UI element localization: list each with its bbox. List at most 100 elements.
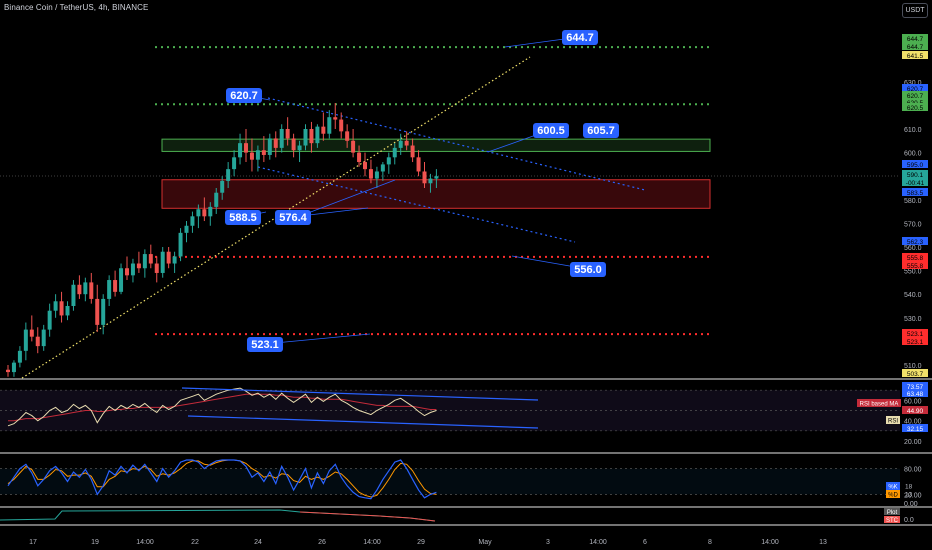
price-axis-tag-label: 641.5 — [907, 53, 924, 60]
rsi-ma-legend-tag — [857, 399, 901, 407]
price-tick-label: 600.0 — [904, 151, 922, 158]
candle-body — [47, 310, 52, 330]
price-axis-tag-label: 555.8 — [907, 263, 924, 270]
candle-body — [416, 157, 421, 172]
candle-body — [392, 147, 397, 158]
price-axis-tag — [902, 170, 928, 178]
time-tick-label: 14:00 — [589, 539, 607, 546]
candle-body — [333, 117, 338, 120]
price-axis-tag — [902, 98, 928, 106]
callout-badge[interactable] — [225, 210, 261, 225]
candle-body — [368, 169, 373, 179]
time-tick-label: 14:00 — [136, 539, 154, 546]
stc-legend-label: STC — [886, 518, 899, 524]
candle-body — [113, 280, 118, 292]
candle-body — [130, 263, 135, 276]
callout-badge[interactable] — [247, 337, 283, 352]
callout-label: 556.0 — [574, 264, 602, 276]
price-axis-tag — [902, 160, 928, 168]
candle-body — [95, 298, 100, 325]
candle-body — [238, 143, 243, 158]
candle-body — [125, 268, 129, 276]
candle-body — [17, 350, 22, 363]
candle-body — [249, 152, 254, 160]
candle-body — [303, 129, 308, 146]
candle-body — [255, 150, 260, 160]
candle-body — [29, 329, 34, 337]
price-axis-tag-label: 523.1 — [907, 339, 924, 346]
candle-body — [279, 129, 284, 148]
candle-body — [428, 178, 433, 184]
time-tick-label: 14:00 — [761, 539, 779, 546]
currency-button[interactable]: USDT — [902, 3, 928, 18]
rsi-trendline-upper — [181, 387, 539, 401]
callout-label: 588.5 — [229, 212, 257, 224]
rsi-value-tag — [902, 389, 928, 397]
time-tick-label: 26 — [318, 539, 326, 546]
candle-body — [273, 138, 278, 148]
candle-body — [59, 301, 64, 316]
candle-body — [196, 209, 201, 217]
price-tick-label: 550.0 — [904, 269, 922, 276]
candle-body — [380, 164, 385, 172]
candle-body — [291, 138, 296, 151]
stoch-k-value: 18 — [905, 484, 913, 491]
price-axis-tag-label: 583.5 — [907, 190, 924, 197]
candle-body — [404, 140, 409, 146]
time-tick-label: 22 — [191, 539, 199, 546]
candle-body — [327, 117, 332, 134]
price-tick-label: 580.0 — [904, 198, 922, 205]
stoch-d-legend-label: %D — [888, 493, 898, 499]
callout-label: 600.5 — [537, 125, 565, 137]
candle-body — [214, 192, 219, 207]
rsi-ma-legend-label: RSI based MA — [860, 402, 899, 408]
price-axis-tag — [902, 34, 928, 42]
price-tick-label: 610.0 — [904, 127, 922, 134]
candle-body — [309, 129, 314, 144]
price-tick-label: 570.0 — [904, 221, 922, 228]
price-axis-tag — [902, 103, 928, 111]
price-tick-label: 510.0 — [904, 363, 922, 370]
candle-body — [321, 126, 326, 134]
time-tick-label: 6 — [643, 539, 647, 546]
callout-label: 644.7 — [566, 32, 594, 44]
time-tick-label: 17 — [29, 539, 37, 546]
candle-body — [71, 284, 76, 306]
stoch-d-legend-tag — [886, 490, 900, 498]
callout-badge[interactable] — [583, 123, 619, 138]
candle-body — [315, 126, 320, 144]
callout-badge[interactable] — [570, 262, 606, 277]
candle-body — [422, 171, 427, 184]
rsi-trendline-lower — [187, 415, 539, 429]
time-tick-label: 13 — [819, 539, 827, 546]
stoch-k-line — [7, 459, 437, 500]
price-axis-tag-label: 644.7 — [907, 44, 924, 51]
price-axis-tag — [902, 369, 928, 377]
candle-body — [297, 145, 302, 151]
candle-body — [184, 225, 189, 233]
time-tick-label: 3 — [546, 539, 550, 546]
price-axis-tag — [902, 329, 928, 337]
candle-body — [119, 268, 124, 292]
candle-body — [226, 169, 231, 181]
candle-body — [351, 140, 356, 153]
stoch-tick-label: 80.00 — [904, 467, 922, 474]
candle-body — [190, 216, 195, 226]
candle-body — [142, 254, 147, 269]
stc-tick-label: 0.0 — [904, 517, 914, 524]
callout-badge[interactable] — [562, 30, 598, 45]
rsi-value-tag — [902, 424, 928, 432]
candle-body — [148, 254, 153, 264]
stc-line-red — [299, 511, 436, 522]
callout-badge[interactable] — [533, 123, 569, 138]
candle-body — [261, 150, 266, 155]
price-axis-tag — [902, 253, 928, 261]
callout-badge[interactable] — [226, 88, 262, 103]
time-tick-label: 8 — [708, 539, 712, 546]
callout-badge[interactable] — [275, 210, 311, 225]
price-axis-tag-label: -00:41 — [906, 180, 925, 187]
price-axis-tag-label: 555.8 — [907, 255, 924, 262]
rsi-line — [7, 387, 437, 427]
